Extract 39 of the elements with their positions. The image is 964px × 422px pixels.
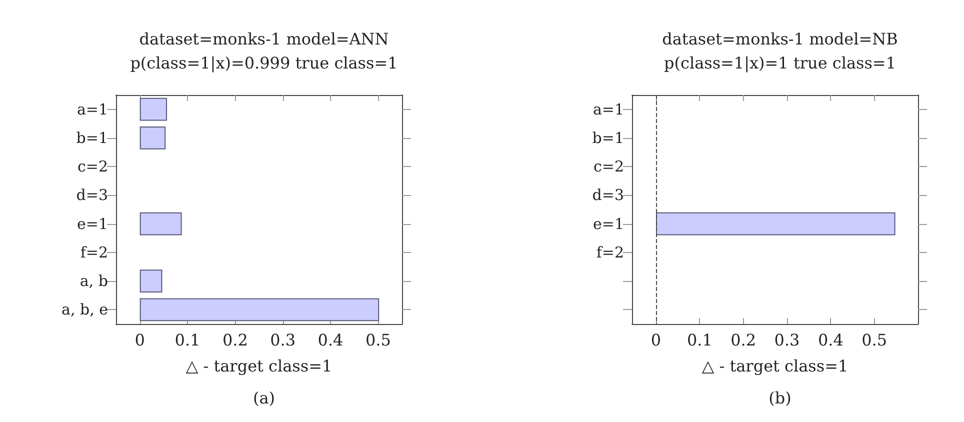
x-tick-label: 0.2 bbox=[222, 330, 248, 350]
bar bbox=[140, 212, 182, 236]
x-tick-label: 0.1 bbox=[174, 330, 200, 350]
bar bbox=[140, 126, 166, 150]
x-tick-label: 0 bbox=[650, 330, 662, 350]
x-tick-label: 0 bbox=[134, 330, 145, 350]
bar bbox=[140, 298, 380, 322]
y-tick-label: c=2 bbox=[593, 158, 624, 176]
bar bbox=[140, 98, 168, 121]
y-tick-label: b=1 bbox=[592, 128, 624, 147]
y-tick-label: e=1 bbox=[77, 214, 108, 233]
text: (b) bbox=[768, 388, 792, 408]
y-tick-label: a, b, e bbox=[62, 300, 108, 319]
y-tick-label: b=1 bbox=[76, 128, 108, 147]
x-axis-title: △ - target class=1 bbox=[702, 356, 848, 376]
x-tick-label: 0.3 bbox=[270, 330, 296, 350]
x-tick-label: 0.4 bbox=[818, 330, 844, 350]
chart-subtitle: p(class=1|x)=0.999 true class=1 bbox=[130, 54, 398, 72]
y-tick-label: f=2 bbox=[596, 243, 624, 262]
chart-subtitle: p(class=1|x)=1 true class=1 bbox=[664, 54, 896, 72]
x-tick-label: 0.5 bbox=[365, 330, 391, 350]
chart-title: dataset=monks-1 model=NB bbox=[662, 30, 898, 48]
x-tick-label: 0.3 bbox=[774, 330, 800, 350]
y-tick-label: d=3 bbox=[76, 186, 108, 204]
x-tick-label: 0.2 bbox=[730, 330, 756, 350]
x-tick-label: 0.4 bbox=[318, 330, 344, 350]
bar bbox=[140, 270, 162, 293]
y-tick-label: a=1 bbox=[592, 100, 624, 118]
x-axis-title: △ - target class=1 bbox=[186, 356, 332, 376]
y-tick-label: e=1 bbox=[593, 214, 624, 233]
text: (a) bbox=[252, 388, 276, 408]
chart-title: dataset=monks-1 model=ANN bbox=[139, 30, 389, 48]
y-tick-label: d=3 bbox=[592, 186, 624, 204]
y-tick-label: a=1 bbox=[76, 100, 108, 118]
x-tick-label: 0.5 bbox=[862, 330, 888, 350]
y-tick-label: f=2 bbox=[80, 243, 108, 262]
y-tick-label: c=2 bbox=[77, 158, 108, 176]
y-tick-label: a, b bbox=[80, 272, 108, 290]
x-tick-label: 0.1 bbox=[686, 330, 712, 350]
